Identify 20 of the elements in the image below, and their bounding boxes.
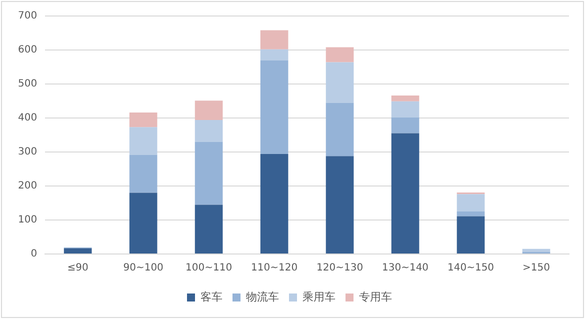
x-tick-label: 100~110 <box>186 262 232 274</box>
x-tick-label: 120~130 <box>316 262 364 274</box>
y-tick-label: 100 <box>18 214 38 226</box>
y-tick-label: 600 <box>18 44 38 56</box>
legend-label: 乘用车 <box>302 290 336 304</box>
x-tick-label: 90~100 <box>123 262 164 274</box>
y-tick-label: 700 <box>18 10 38 22</box>
y-tick-label: 200 <box>18 180 38 192</box>
x-tick-label: ≤90 <box>67 262 88 274</box>
x-tick-label: 110~120 <box>251 262 298 274</box>
legend-label: 客车 <box>200 290 222 304</box>
x-tick-label: 130~140 <box>382 262 429 274</box>
y-tick-label: 400 <box>18 112 38 124</box>
legend-label: 专用车 <box>359 290 392 304</box>
y-tick-label: 0 <box>30 248 38 260</box>
y-tick-label: 300 <box>18 146 38 158</box>
legend-label: 物流车 <box>246 290 279 304</box>
y-tick-label: 500 <box>18 78 38 90</box>
x-tick-label: >150 <box>522 262 550 274</box>
x-tick-label: 140~150 <box>447 262 494 274</box>
